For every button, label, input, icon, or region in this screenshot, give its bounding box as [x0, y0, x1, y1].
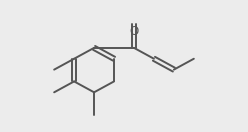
Text: O: O — [129, 25, 139, 38]
